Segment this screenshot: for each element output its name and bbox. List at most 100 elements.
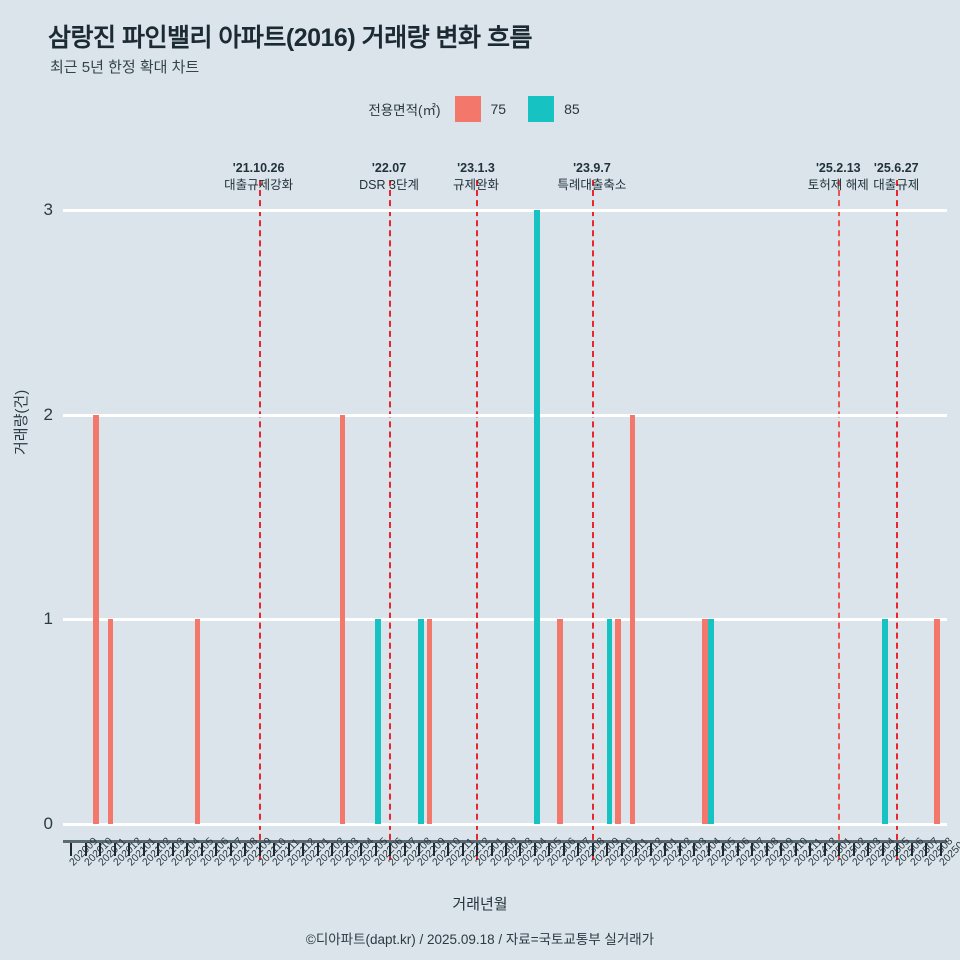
bar-202305-85 xyxy=(534,210,540,824)
x-axis-tick xyxy=(867,843,870,856)
x-axis-tick xyxy=(577,843,580,856)
x-axis-tick xyxy=(736,843,739,856)
x-axis-tick xyxy=(896,843,899,856)
annotation-label-202309: '23.9.7 특례대출축소 xyxy=(517,160,667,194)
annotation-text: 특례대출축소 xyxy=(557,177,627,192)
annotation-label-202301: '23.1.3 규제완화 xyxy=(401,160,551,194)
x-axis-tick xyxy=(476,843,479,856)
legend-label-75: 75 xyxy=(490,101,507,117)
x-axis-tick xyxy=(635,843,638,856)
annotation-line-202110 xyxy=(258,180,261,860)
annotation-date: '25.6.27 xyxy=(873,161,919,175)
annotation-line-202309 xyxy=(591,180,594,860)
x-axis-tick xyxy=(331,843,334,856)
x-axis-tick xyxy=(171,843,174,856)
annotation-line-202506 xyxy=(896,180,899,860)
x-axis-tick xyxy=(751,843,754,856)
x-axis-tick xyxy=(186,843,189,856)
x-axis-tick xyxy=(591,843,594,856)
y-axis-tick-label: 2 xyxy=(43,404,53,424)
bar-202509-75 xyxy=(933,619,940,824)
x-axis-tick xyxy=(852,843,855,856)
y-axis-tick-label: 1 xyxy=(43,609,53,629)
x-axis-tick xyxy=(447,843,450,856)
x-axis-tick xyxy=(113,843,116,856)
bar-202311-75 xyxy=(615,619,621,824)
y-axis-title: 거래량(건) xyxy=(13,389,30,455)
x-axis-tick xyxy=(838,843,841,856)
x-axis-tick xyxy=(722,843,725,856)
y-axis-tick-label: 0 xyxy=(43,814,53,833)
x-axis-tick xyxy=(823,843,826,856)
x-axis-tick xyxy=(881,843,884,856)
bar-202310-85 xyxy=(606,619,613,824)
x-axis-tick xyxy=(432,843,435,856)
x-axis-tick xyxy=(403,843,406,856)
x-axis-tick xyxy=(374,843,377,856)
x-axis-tick xyxy=(925,843,928,856)
x-axis-tick xyxy=(693,843,696,856)
legend-swatch-75 xyxy=(454,96,481,122)
annotation-date: '25.2.13 xyxy=(815,161,861,175)
gridline xyxy=(63,209,947,212)
x-axis-tick xyxy=(519,843,522,856)
gridline xyxy=(63,618,947,622)
annotation-label-202110: '21.10.26 대출규제강화 xyxy=(184,160,334,194)
footer-credit: ©디아파트(dapt.kr) / 2025.09.18 / 자료=국토교통부 실… xyxy=(305,932,655,947)
x-axis-tick xyxy=(258,843,261,856)
annotation-text: 대출규제 xyxy=(873,177,920,192)
x-axis-tick xyxy=(533,843,536,856)
legend-title: 전용면적(㎡) xyxy=(368,103,441,118)
x-axis-tick xyxy=(548,843,551,856)
x-axis-tick xyxy=(70,843,73,856)
annotation-line-202502 xyxy=(838,180,841,860)
x-axis-tick xyxy=(215,843,218,856)
annotation-label-202207: '22.07 DSR 3단계 xyxy=(314,160,464,194)
x-axis-tick xyxy=(128,843,131,856)
annotation-text: 대출규제강화 xyxy=(224,177,294,192)
x-axis-tick xyxy=(302,843,305,856)
x-axis-tick xyxy=(360,843,363,856)
x-axis-tick xyxy=(765,843,768,856)
x-axis-tick xyxy=(273,843,276,856)
x-axis-tick xyxy=(649,843,652,856)
annotation-line-202301 xyxy=(476,180,479,860)
bar-202012-75 xyxy=(107,619,114,824)
annotation-text: 토허제 해제 xyxy=(807,177,869,192)
page-subtitle: 최근 5년 한정 확대 차트 xyxy=(50,59,200,76)
x-axis-tick xyxy=(142,843,145,856)
x-axis-tick xyxy=(461,843,464,856)
x-axis-tick xyxy=(505,843,507,856)
annotation-text: 규제완화 xyxy=(453,177,500,192)
x-axis-tick xyxy=(794,843,797,856)
bar-202210-75 xyxy=(426,619,433,824)
bar-202106-75 xyxy=(194,619,201,824)
x-axis-tick xyxy=(99,843,102,856)
chart-legend: 전용면적(㎡) 75 85 xyxy=(0,96,960,122)
x-axis-tick xyxy=(780,843,783,856)
x-axis-title: 거래년월 xyxy=(452,896,508,913)
x-axis-tick xyxy=(664,843,667,856)
y-axis-tick-label: 3 xyxy=(43,200,53,219)
bar-202204-75 xyxy=(339,414,346,824)
x-axis-tick xyxy=(200,843,203,856)
bar-202011-75 xyxy=(93,414,99,824)
x-axis xyxy=(63,840,947,843)
bar-202405-85 xyxy=(708,619,714,824)
bar-202206-85 xyxy=(374,619,381,824)
x-axis-tick xyxy=(490,843,493,856)
x-axis-tick xyxy=(809,843,812,856)
annotation-label-202506: '25.6.27 대출규제 xyxy=(821,160,960,194)
bar-202307-75 xyxy=(557,619,563,824)
x-axis-tick xyxy=(562,843,565,856)
x-axis-tick xyxy=(620,843,623,856)
page-title: 삼랑진 파인밸리 아파트(2016) 거래량 변화 흐름 xyxy=(48,24,533,52)
x-axis-tick xyxy=(229,843,232,856)
annotation-text: DSR 3단계 xyxy=(359,177,419,192)
annotation-label-202502: '25.2.13 토허제 해제 xyxy=(763,160,913,194)
x-axis-tick xyxy=(316,843,319,856)
legend-label-85: 85 xyxy=(564,101,580,117)
plot-area: 0 1 2 3 xyxy=(44,200,947,833)
annotation-date: '23.9.7 xyxy=(573,161,611,175)
x-axis-tick xyxy=(389,843,392,856)
